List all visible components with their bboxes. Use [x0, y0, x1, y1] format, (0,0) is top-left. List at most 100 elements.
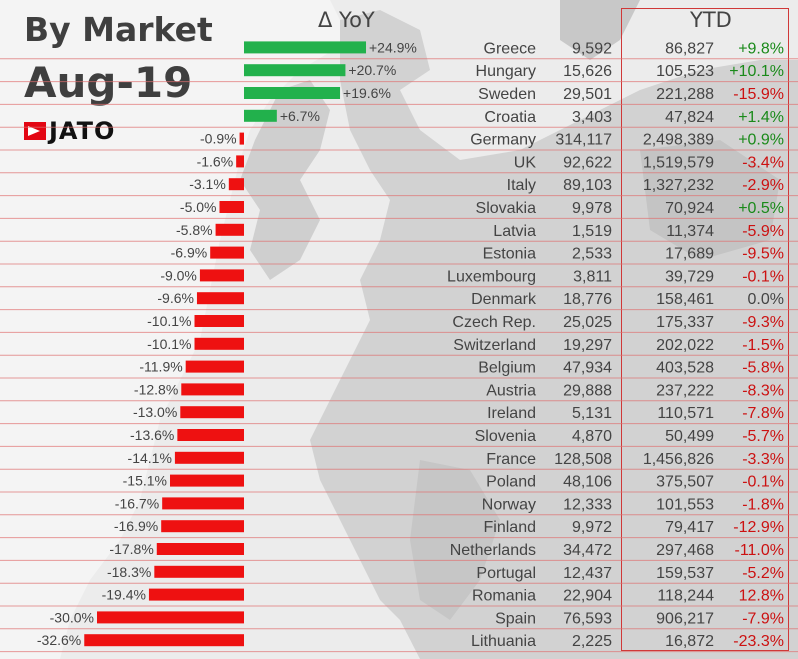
market-name: Norway — [482, 496, 536, 513]
ytd-change: 0.0% — [748, 291, 784, 308]
market-name: Sweden — [478, 86, 536, 103]
bar-value-label: -5.8% — [176, 222, 213, 238]
bar — [219, 201, 244, 213]
ytd-change: +0.5% — [738, 200, 784, 217]
ytd-change: -5.2% — [742, 565, 784, 582]
bar — [239, 132, 244, 145]
bar-value-label: -6.9% — [171, 245, 208, 261]
ytd-change: -12.9% — [733, 519, 784, 536]
bar — [185, 360, 244, 373]
bar-value-label: -11.9% — [139, 359, 182, 375]
bar — [181, 383, 244, 396]
ytd-volume: 1,519,579 — [643, 154, 714, 171]
ytd-change: -15.9% — [733, 86, 784, 103]
market-name: Latvia — [493, 223, 536, 240]
aug-volume: 29,501 — [563, 86, 612, 103]
ytd-change: -9.3% — [742, 314, 784, 331]
ytd-change: -11.0% — [734, 542, 784, 559]
aug-volume: 89,103 — [563, 177, 612, 194]
market-name: Belgium — [478, 360, 536, 377]
ytd-volume: 297,468 — [656, 542, 714, 559]
aug-volume: 9,592 — [572, 40, 612, 57]
page-subtitle: Aug-19 — [24, 58, 193, 107]
aug-volume: 3,811 — [573, 268, 612, 285]
ytd-volume: 105,523 — [656, 63, 714, 80]
market-name: Austria — [486, 382, 536, 399]
market-name: Portugal — [476, 565, 536, 582]
bar-value-label: -13.0% — [133, 404, 177, 420]
market-name: Italy — [507, 177, 536, 194]
market-name: Finland — [484, 519, 536, 536]
market-name: Poland — [486, 474, 536, 491]
aug-volume: 2,225 — [572, 633, 612, 650]
bar-value-label: -9.0% — [160, 267, 197, 283]
aug-volume: 47,934 — [563, 360, 612, 377]
market-name: Luxembourg — [447, 268, 536, 285]
bar — [174, 451, 244, 464]
bar — [177, 429, 244, 441]
ytd-volume: 906,217 — [656, 610, 714, 627]
bar-value-label: -1.6% — [197, 153, 234, 169]
ytd-volume: 158,461 — [656, 291, 714, 308]
aug-volume: 34,472 — [563, 542, 612, 559]
bar — [156, 543, 244, 555]
ytd-volume: 118,244 — [657, 588, 714, 605]
market-name: Ireland — [487, 405, 536, 422]
page-title: By Market — [24, 10, 213, 49]
bar-value-label: +20.7% — [348, 62, 396, 78]
bar — [244, 64, 346, 77]
ytd-change: -3.3% — [742, 451, 784, 468]
bar — [244, 109, 277, 122]
bar — [244, 41, 367, 54]
bar-value-label: -18.3% — [107, 564, 151, 580]
ytd-volume: 403,528 — [656, 360, 714, 377]
aug-volume: 1,519 — [572, 223, 612, 240]
ytd-volume: 47,824 — [665, 109, 714, 126]
bar-value-label: -10.1% — [147, 336, 191, 352]
ytd-volume: 202,022 — [656, 337, 714, 354]
ytd-column-box — [621, 8, 789, 651]
bar — [154, 565, 244, 578]
market-name: Romania — [472, 588, 536, 605]
ytd-change: +0.9% — [738, 132, 784, 149]
aug-volume: 15,626 — [563, 63, 612, 80]
market-name: Spain — [495, 610, 536, 627]
ytd-change: -8.3% — [742, 382, 784, 399]
bar — [199, 269, 244, 282]
ytd-change: -5.7% — [742, 428, 784, 445]
aug-volume: 128,508 — [554, 451, 612, 468]
bar-value-label: -15.1% — [123, 473, 167, 489]
aug-volume: 2,533 — [572, 246, 612, 263]
bar-value-label: -10.1% — [147, 313, 191, 329]
bar — [236, 155, 244, 168]
aug-volume: 48,106 — [563, 474, 612, 491]
aug-volume: 25,025 — [563, 314, 612, 331]
ytd-change: +10.1% — [729, 63, 784, 80]
bar-value-label: -0.9% — [200, 131, 237, 147]
bar-value-label: -13.6% — [130, 427, 174, 443]
logo-arrow-icon — [24, 122, 46, 140]
bar-value-label: -3.1% — [189, 176, 226, 192]
ytd-change: -3.4% — [742, 154, 784, 171]
ytd-volume: 101,553 — [656, 496, 714, 513]
market-name: UK — [514, 154, 537, 171]
market-name: Germany — [470, 132, 536, 149]
ytd-change: -9.5% — [742, 246, 784, 263]
bar-value-label: -19.4% — [102, 587, 146, 603]
ytd-volume: 237,222 — [656, 382, 714, 399]
bar-value-label: -16.9% — [114, 518, 158, 534]
bar — [196, 292, 244, 305]
aug-volume: 12,333 — [563, 496, 612, 513]
ytd-change: -7.8% — [742, 405, 784, 422]
aug-volume: 314,117 — [555, 132, 612, 149]
bar-value-label: +19.6% — [343, 85, 391, 101]
bar-value-label: +6.7% — [280, 108, 320, 124]
ytd-change: -23.3% — [733, 633, 784, 650]
ytd-change: -0.1% — [742, 474, 784, 491]
market-name: Croatia — [484, 109, 536, 126]
aug-volume: 5,131 — [572, 405, 612, 422]
ytd-change: -1.8% — [742, 496, 784, 513]
aug-volume: 29,888 — [563, 382, 612, 399]
market-name: France — [486, 451, 536, 468]
